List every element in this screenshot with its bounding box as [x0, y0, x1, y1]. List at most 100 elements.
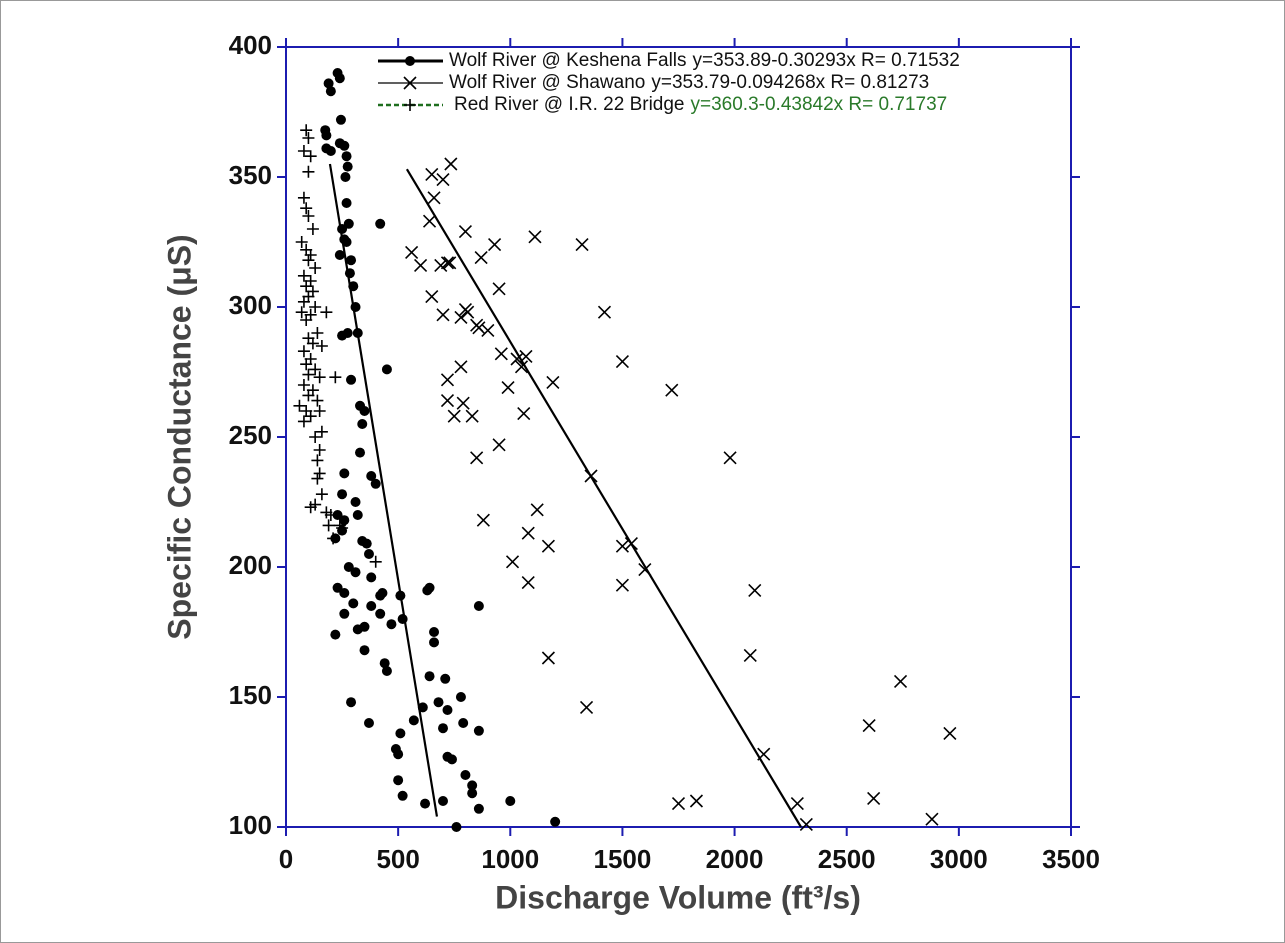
fit-line: [405, 168, 802, 828]
point: [665, 383, 679, 397]
point: [350, 567, 361, 578]
y-tick-label: 100: [229, 810, 272, 840]
point: [748, 583, 762, 597]
point: [455, 692, 466, 702]
point: [597, 305, 612, 319]
point: [325, 86, 336, 97]
point: [304, 150, 317, 163]
legend-label: Red River @ I.R. 22 Bridge: [454, 94, 685, 115]
point: [723, 451, 737, 465]
point: [333, 519, 346, 532]
y-tick-label: 300: [229, 290, 272, 320]
point: [443, 256, 457, 270]
point: [671, 797, 686, 811]
point: [440, 256, 455, 270]
point: [541, 651, 555, 665]
legend-text: Red River @ I.R. 22 Bridge y=360.3-0.4384…: [454, 94, 947, 115]
point: [476, 513, 490, 527]
legend-text: Wolf River @ Shawano y=353.79-0.094268x R…: [449, 72, 929, 93]
point: [467, 780, 478, 791]
point: [893, 674, 908, 688]
y-tick-label: 150: [229, 680, 272, 710]
point: [436, 173, 450, 187]
point: [337, 330, 348, 341]
point: [339, 515, 350, 526]
x-tick-label: 3500: [1042, 844, 1100, 874]
point: [867, 791, 881, 805]
point: [339, 468, 350, 479]
x-tick-label: 1500: [594, 844, 652, 874]
point: [438, 723, 448, 734]
point: [323, 78, 334, 89]
point: [689, 794, 704, 808]
point: [346, 697, 357, 708]
point: [350, 497, 361, 507]
point: [615, 355, 629, 369]
legend-equation: y=353.79-0.094268x R= 0.81273: [651, 72, 929, 93]
point: [408, 715, 419, 726]
point: [304, 410, 317, 423]
point: [467, 788, 478, 799]
legend-marker: [404, 99, 416, 111]
legend-marker: [405, 56, 415, 66]
point: [546, 375, 560, 389]
point: [300, 124, 313, 137]
x-tick-label: 0: [279, 844, 293, 874]
point: [309, 301, 322, 313]
point: [405, 245, 419, 259]
point: [297, 269, 310, 282]
point: [370, 478, 381, 489]
point: [862, 719, 876, 733]
point: [424, 671, 435, 682]
x-tick-label: 2500: [818, 844, 876, 874]
x-tick-label: 1000: [481, 844, 539, 874]
point: [295, 236, 308, 248]
point: [444, 157, 458, 171]
point: [379, 658, 390, 669]
point: [302, 165, 315, 178]
point: [335, 114, 346, 125]
point: [494, 347, 508, 361]
point: [315, 488, 328, 501]
point: [517, 407, 531, 421]
point: [393, 749, 404, 760]
point: [361, 538, 372, 549]
point: [295, 306, 308, 319]
point: [313, 371, 326, 384]
point: [352, 510, 363, 520]
point: [297, 415, 310, 428]
point: [363, 549, 374, 559]
point: [472, 321, 486, 335]
point: [458, 718, 469, 728]
point: [339, 140, 350, 151]
point: [414, 258, 428, 272]
point: [436, 308, 450, 322]
point: [615, 578, 629, 592]
point: [440, 673, 451, 684]
point: [492, 438, 506, 452]
point: [375, 218, 386, 229]
y-tick-label: 200: [229, 550, 272, 580]
point: [348, 598, 359, 609]
x-tick-label: 500: [376, 844, 419, 874]
point: [528, 230, 542, 244]
point: [366, 601, 377, 611]
point: [375, 608, 386, 619]
point: [521, 526, 535, 540]
point: [343, 562, 354, 572]
point: [313, 444, 326, 456]
point: [473, 601, 484, 611]
point: [429, 637, 440, 648]
point: [521, 576, 535, 590]
point: [300, 202, 313, 215]
legend-marker: [403, 76, 417, 90]
point: [420, 798, 431, 809]
y-tick-label: 250: [229, 420, 272, 450]
point: [297, 191, 310, 204]
point: [422, 585, 433, 596]
y-tick-label: 350: [229, 160, 272, 190]
point: [330, 629, 341, 640]
point: [302, 368, 315, 381]
legend-equation: y=353.89-0.30293x R= 0.71532: [693, 50, 960, 71]
